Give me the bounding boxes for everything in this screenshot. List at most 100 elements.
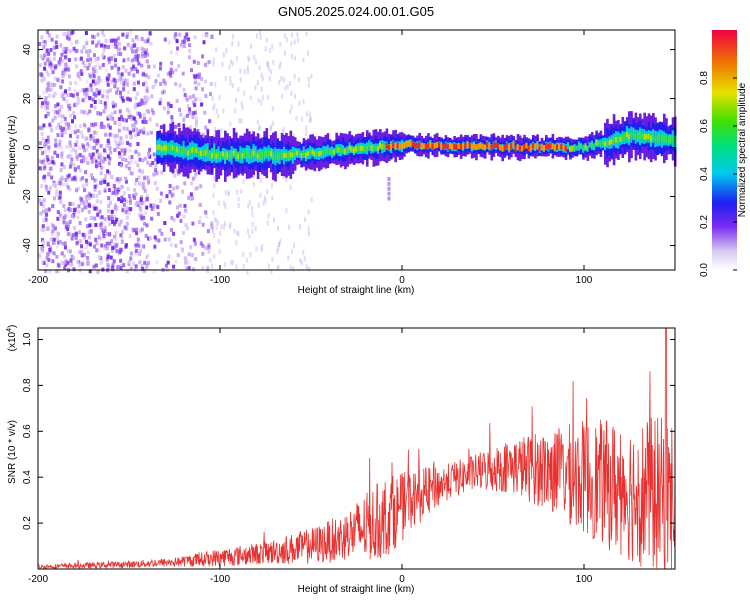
- heatmap-cell: [40, 35, 44, 40]
- heatmap-cell: [159, 61, 163, 66]
- heatmap-cell: [49, 160, 53, 165]
- heatmap-cell: [604, 141, 607, 147]
- heatmap-cell: [236, 189, 239, 195]
- heatmap-cell: [67, 58, 71, 63]
- heatmap-cell: [50, 37, 54, 42]
- heatmap-cell: [645, 134, 649, 140]
- heatmap-cell: [242, 178, 245, 184]
- heatmap-cell: [96, 212, 100, 217]
- heatmap-cell: [101, 94, 105, 99]
- heatmap-cell: [120, 148, 124, 153]
- heatmap-cell: [140, 263, 144, 268]
- heatmap-cell: [173, 145, 177, 155]
- heatmap-cell: [231, 40, 234, 46]
- heatmap-cell: [75, 156, 79, 161]
- heatmap-cell: [178, 32, 182, 37]
- heatmap-cell: [193, 110, 197, 115]
- heatmap-cell: [46, 135, 50, 140]
- heatmap-cell: [224, 189, 227, 195]
- heatmap-cell: [293, 93, 296, 99]
- heatmap-cell: [545, 142, 548, 149]
- heatmap-cell: [154, 79, 158, 84]
- heatmap-cell: [271, 106, 274, 112]
- heatmap-cell: [65, 46, 69, 51]
- heatmap-cell: [178, 107, 182, 112]
- heatmap-cell: [337, 147, 341, 153]
- heatmap-cell: [119, 114, 123, 119]
- heatmap-cell: [61, 68, 65, 73]
- heatmap-cell: [79, 69, 83, 74]
- heatmap-cell: [243, 150, 247, 157]
- heatmap-cell: [38, 146, 42, 151]
- heatmap-cell: [47, 140, 51, 145]
- heatmap-cell: [273, 217, 276, 223]
- heatmap-cell: [140, 37, 144, 42]
- heatmap-cell: [212, 133, 215, 139]
- heatmap-cell: [42, 123, 46, 128]
- heatmap-cell: [50, 82, 54, 87]
- heatmap-cell: [170, 193, 174, 198]
- heatmap-cell: [97, 151, 101, 156]
- heatmap-cell: [167, 105, 171, 110]
- heatmap-cell: [285, 37, 288, 43]
- heatmap-cell: [60, 52, 64, 57]
- heatmap-cell: [86, 160, 90, 165]
- heatmap-cell: [107, 215, 111, 220]
- heatmap-cell: [113, 138, 117, 143]
- heatmap-cell: [669, 135, 673, 144]
- heatmap-cell: [43, 149, 47, 154]
- heatmap-cell: [431, 143, 435, 150]
- heatmap-cell: [154, 82, 158, 87]
- heatmap-cell: [44, 100, 48, 105]
- heatmap-cell: [113, 81, 117, 86]
- heatmap-cell: [284, 85, 287, 91]
- heatmap-cell: [142, 244, 146, 249]
- heatmap-cell: [42, 228, 46, 233]
- heatmap-cell: [298, 224, 301, 230]
- heatmap-cell: [134, 192, 138, 197]
- heatmap-cell: [78, 76, 82, 81]
- heatmap-cell: [352, 148, 356, 154]
- heatmap-cell: [50, 63, 54, 68]
- heatmap-cell: [146, 260, 150, 265]
- heatmap-cell: [427, 142, 430, 149]
- heatmap-cell: [665, 135, 668, 143]
- heatmap-cell: [107, 114, 111, 119]
- heatmap-cell: [248, 151, 251, 159]
- heatmap-cell: [156, 204, 160, 209]
- heatmap-cell: [118, 141, 122, 146]
- heatmap-cell: [144, 119, 148, 124]
- heatmap-cell: [80, 262, 84, 267]
- heatmap-cell: [56, 210, 60, 215]
- heatmap-cell: [144, 80, 148, 85]
- heatmap-cell: [112, 54, 116, 59]
- heatmap-cell: [97, 39, 101, 44]
- heatmap-cell: [64, 89, 68, 94]
- heatmap-cell: [52, 110, 56, 115]
- heatmap-cell: [638, 131, 642, 141]
- heatmap-cell: [50, 237, 54, 242]
- heatmap-cell: [51, 259, 55, 264]
- heatmap-cell: [67, 222, 71, 227]
- heatmap-cell: [95, 199, 99, 204]
- heatmap-cell: [73, 103, 77, 108]
- heatmap-cell: [269, 124, 272, 130]
- heatmap-cell: [93, 35, 97, 40]
- heatmap-cell: [111, 263, 115, 268]
- heatmap-cell: [134, 66, 138, 71]
- heatmap-cell: [394, 143, 397, 149]
- heatmap-cell: [271, 121, 274, 127]
- heatmap-cell: [203, 79, 207, 84]
- heatmap-cell: [129, 207, 133, 212]
- heatmap-cell: [173, 173, 177, 178]
- heatmap-cell: [184, 35, 188, 40]
- heatmap-cell: [136, 132, 140, 137]
- heatmap-cell: [227, 190, 230, 196]
- heatmap-cell: [66, 185, 70, 190]
- heatmap-cell: [202, 40, 206, 45]
- heatmap-cell: [145, 197, 149, 202]
- heatmap-cell: [78, 250, 82, 255]
- heatmap-cell: [74, 124, 78, 129]
- heatmap-cell: [187, 252, 191, 257]
- heatmap-cell: [292, 266, 295, 272]
